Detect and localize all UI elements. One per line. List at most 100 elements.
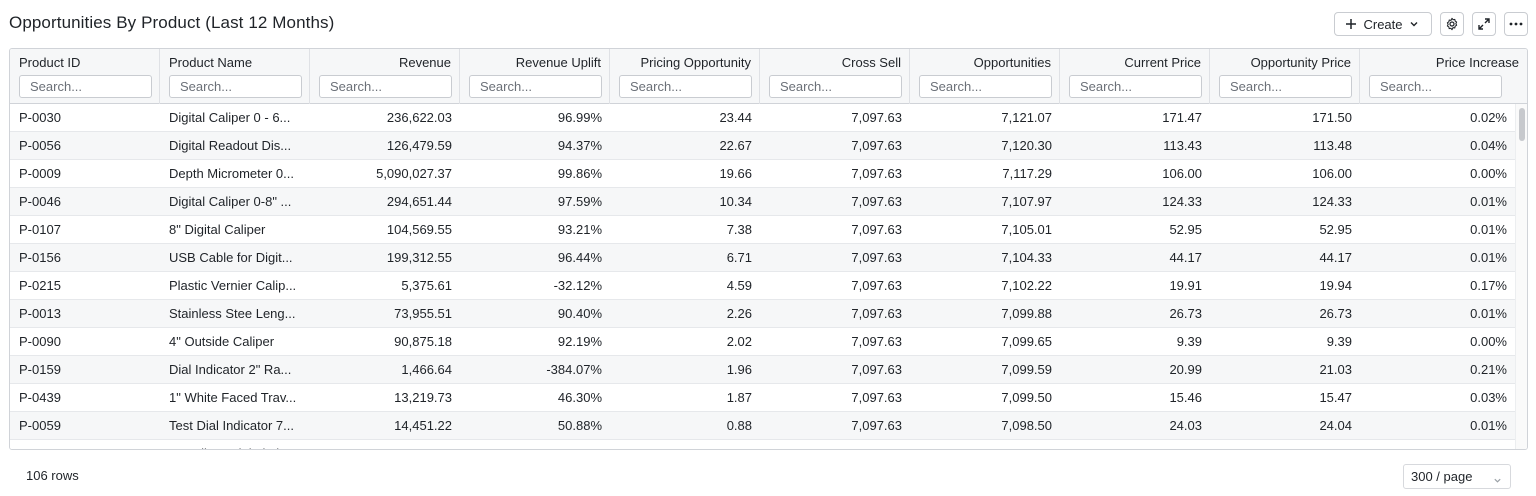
- more-options-button[interactable]: [1504, 12, 1528, 36]
- revenue-cell: 1,466.64: [401, 362, 452, 377]
- column-header-revenue[interactable]: Revenue: [310, 49, 460, 104]
- table-row[interactable]: P-01484" Caliper Digital al...81,940.489…: [10, 440, 1515, 449]
- create-button-label: Create: [1363, 16, 1403, 32]
- column-label: Product Name: [169, 55, 253, 70]
- revenue-uplift-filter-input[interactable]: [469, 75, 602, 98]
- table-row[interactable]: P-0013 Stainless Stee Leng... 73,955.51 90.…: [10, 300, 1515, 328]
- column-header-pricing-opportunity[interactable]: Pricing Opportunity: [610, 49, 760, 104]
- column-header-product-name[interactable]: Product Name: [160, 49, 310, 104]
- revenue-cell: 5,375.61: [401, 278, 452, 293]
- product-id-cell: P-0030: [19, 110, 61, 125]
- column-header-cross-sell[interactable]: Cross Sell: [760, 49, 910, 104]
- product-name-cell: 8" Digital Caliper: [169, 222, 266, 237]
- expand-button[interactable]: [1472, 12, 1496, 36]
- toolbar: Create: [1334, 12, 1528, 36]
- create-button[interactable]: Create: [1334, 12, 1432, 36]
- table-row[interactable]: P-0107 8" Digital Caliper 104,569.55 93.21%…: [10, 216, 1515, 244]
- opportunities-cell: 7,120.30: [1001, 138, 1052, 153]
- pricing-opportunity-cell: 22.67: [719, 138, 752, 153]
- current-price-cell: 26.73: [1169, 306, 1202, 321]
- pricing-opportunity-cell: 1.87: [726, 390, 752, 405]
- opportunity-price-filter-input[interactable]: [1219, 75, 1352, 98]
- cross-sell-cell: 7,097.63: [851, 306, 902, 321]
- expand-icon: [1478, 18, 1490, 30]
- grid-body: P-0030 Digital Caliper 0 - 6... 236,622.03…: [10, 104, 1515, 449]
- revenue-uplift-cell: -384.07%: [546, 362, 602, 377]
- table-row[interactable]: P-0156 USB Cable for Digit... 199,312.55 96…: [10, 244, 1515, 272]
- scrollbar-thumb[interactable]: [1519, 108, 1525, 141]
- price-increase-cell: 0.03%: [1470, 390, 1507, 405]
- current-price-cell: 171.47: [1162, 110, 1202, 125]
- opportunities-filter-input[interactable]: [919, 75, 1052, 98]
- product-name-cell: USB Cable for Digit...: [169, 250, 293, 265]
- revenue-cell: 13,219.73: [394, 390, 452, 405]
- cross-sell-cell: 7,097.63: [851, 334, 902, 349]
- opportunity-price-cell: 124.33: [1312, 194, 1352, 209]
- table-row[interactable]: P-0056 Digital Readout Dis... 126,479.59 94…: [10, 132, 1515, 160]
- revenue-filter-input[interactable]: [319, 75, 452, 98]
- revenue-uplift-cell: 46.30%: [557, 390, 602, 405]
- current-price-cell: 15.46: [1169, 390, 1202, 405]
- price-increase-cell: 0.00%: [1360, 440, 1515, 449]
- column-label: Price Increase: [1435, 55, 1519, 70]
- column-header-product-id[interactable]: Product ID: [10, 49, 160, 104]
- product-id-filter-input[interactable]: [19, 75, 152, 98]
- product-name-cell: Dial Indicator 2" Ra...: [169, 362, 292, 377]
- pricing-opportunity-cell: 19.66: [719, 166, 752, 181]
- table-row[interactable]: P-0439 1" White Faced Trav... 13,219.73 46.…: [10, 384, 1515, 412]
- product-id-cell: P-0013: [19, 306, 61, 321]
- revenue-cell: 199,312.55: [386, 250, 452, 265]
- current-price-cell: 20.99: [1169, 362, 1202, 377]
- current-price-cell: 106.00: [1162, 166, 1202, 181]
- table-row[interactable]: P-0030 Digital Caliper 0 - 6... 236,622.03…: [10, 104, 1515, 132]
- column-label: Opportunity Price: [1250, 55, 1351, 70]
- product-id-cell: P-0059: [19, 418, 61, 433]
- column-header-price-increase[interactable]: Price Increase: [1360, 49, 1527, 104]
- opportunity-price-cell: 26.73: [1319, 306, 1352, 321]
- pricing-opportunity-cell: 0.50: [610, 440, 760, 449]
- table-row[interactable]: P-0046 Digital Caliper 0-8" ... 294,651.44…: [10, 188, 1515, 216]
- settings-button[interactable]: [1440, 12, 1464, 36]
- opportunities-cell: 7,105.01: [1001, 222, 1052, 237]
- opportunity-price-cell: 21.05: [1210, 440, 1360, 449]
- opportunities-cell: 7,107.97: [1001, 194, 1052, 209]
- column-header-revenue-uplift[interactable]: Revenue Uplift: [460, 49, 610, 104]
- revenue-uplift-cell: 99.86%: [557, 166, 602, 181]
- page-size-select[interactable]: 300 / page: [1403, 464, 1511, 489]
- product-name-cell: Depth Micrometer 0...: [169, 166, 294, 181]
- price-increase-cell: 0.17%: [1470, 278, 1507, 293]
- table-row[interactable]: P-0059 Test Dial Indicator 7... 14,451.22 5…: [10, 412, 1515, 440]
- cross-sell-cell: 7,097.63: [851, 390, 902, 405]
- price-increase-filter-input[interactable]: [1369, 75, 1502, 98]
- opportunity-price-cell: 52.95: [1319, 222, 1352, 237]
- product-name-filter-input[interactable]: [169, 75, 302, 98]
- pricing-opportunity-filter-input[interactable]: [619, 75, 752, 98]
- table-row[interactable]: P-0090 4" Outside Caliper 90,875.18 92.19% 2…: [10, 328, 1515, 356]
- price-increase-cell: 0.02%: [1470, 110, 1507, 125]
- current-price-cell: 124.33: [1162, 194, 1202, 209]
- product-id-cell: P-0159: [19, 362, 61, 377]
- column-header-opportunity-price[interactable]: Opportunity Price: [1210, 49, 1360, 104]
- current-price-cell: 52.95: [1169, 222, 1202, 237]
- revenue-cell: 81,940.48: [310, 440, 460, 449]
- product-name-cell: 1" White Faced Trav...: [169, 390, 297, 405]
- opportunities-cell: 7,098.50: [1001, 418, 1052, 433]
- column-header-opportunities[interactable]: Opportunities: [910, 49, 1060, 104]
- page-size-value: 300 / page: [1411, 469, 1473, 484]
- revenue-uplift-cell: 96.44%: [557, 250, 602, 265]
- cross-sell-filter-input[interactable]: [769, 75, 902, 98]
- product-name-cell: Plastic Vernier Calip...: [169, 278, 297, 293]
- table-row[interactable]: P-0009 Depth Micrometer 0... 5,090,027.37 9…: [10, 160, 1515, 188]
- opportunities-cell: 7,099.50: [1001, 390, 1052, 405]
- cross-sell-cell: 7,097.63: [851, 166, 902, 181]
- column-header-current-price[interactable]: Current Price: [1060, 49, 1210, 104]
- column-label: Current Price: [1124, 55, 1201, 70]
- current-price-filter-input[interactable]: [1069, 75, 1202, 98]
- table-row[interactable]: P-0215 Plastic Vernier Calip... 5,375.61 -3…: [10, 272, 1515, 300]
- product-name-cell: 4" Outside Caliper: [169, 334, 275, 349]
- cross-sell-cell: 7,097.63: [851, 362, 902, 377]
- product-id-cell: P-0056: [19, 138, 61, 153]
- vertical-scrollbar[interactable]: [1515, 104, 1527, 449]
- grid-header: Product ID Product Name Revenue Revenue …: [10, 49, 1527, 104]
- table-row[interactable]: P-0159 Dial Indicator 2" Ra... 1,466.64 -38…: [10, 356, 1515, 384]
